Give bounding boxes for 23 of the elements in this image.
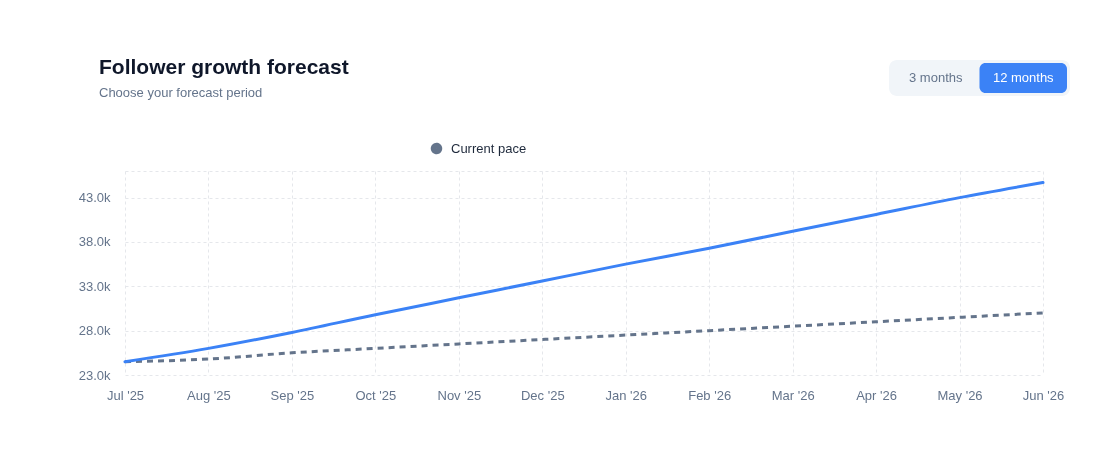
- x-tick-label: Oct '25: [355, 387, 397, 403]
- x-tick-label: Mar '26: [771, 387, 815, 403]
- y-tick-label: 38.0k: [78, 234, 111, 250]
- x-tick-label: Apr '26: [856, 387, 897, 403]
- x-tick-label: Aug '25: [187, 387, 231, 403]
- y-tick-label: 33.0k: [78, 278, 111, 294]
- y-tick-label: 23.0k: [78, 367, 111, 383]
- y-tick-label: 43.0k: [78, 190, 111, 206]
- x-tick-label: Sep '25: [270, 387, 315, 403]
- x-tick-label: Jul '25: [106, 387, 145, 403]
- x-tick-label: May '26: [937, 387, 983, 403]
- chart-subtitle: Choose your forecast period: [99, 85, 263, 100]
- legend-label: Current pace: [451, 140, 527, 156]
- x-tick-label: Jan '26: [605, 387, 647, 403]
- y-tick-label: 28.0k: [78, 323, 111, 339]
- chart-title: Follower growth forecast: [99, 55, 349, 78]
- x-tick-label: Jun '26: [1022, 387, 1065, 403]
- text: 12 months: [992, 70, 1055, 85]
- text: 3 months: [909, 70, 963, 85]
- x-tick-label: Feb '26: [688, 387, 732, 403]
- line-series: [123, 181, 1045, 364]
- x-tick-label: Nov '25: [437, 387, 482, 403]
- x-tick-label: Dec '25: [520, 387, 565, 403]
